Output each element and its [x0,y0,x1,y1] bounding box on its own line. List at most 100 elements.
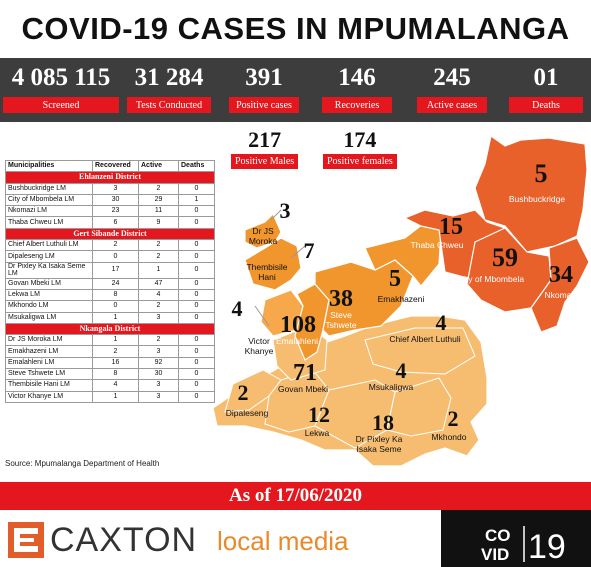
stats-band: 4 085 115 Screened 31 284 Tests Conducte… [0,58,591,122]
badge-text-top: CO [485,526,511,545]
stat-label: Recoveries [322,97,392,113]
cell-municipality: Thaba Chweu LM [5,216,93,229]
region-shape [264,369,330,433]
source-note: Source: Mpumalanga Department of Health [5,459,160,468]
region-name: Emalahleni [276,336,318,346]
cell-active: 4 [138,288,179,302]
table-row: Bushbuckridge LM 3 2 0 [5,182,215,195]
stat-label: Screened [3,97,119,113]
region-value: 2 [238,380,249,405]
positive-females: 174 Positive females [323,128,397,169]
cell-municipality: Dr JS Moroka LM [5,334,93,347]
region-name: Khanye [245,346,274,356]
region-value: 5 [535,159,548,188]
positive-males: 217 Positive Males [231,128,299,169]
region-name: Victor [248,336,270,346]
table-row: Emakhazeni LM 2 3 0 [5,345,215,358]
region-name: Mkhondo [432,432,467,442]
region-name: Dr JS [252,226,274,236]
cell-municipality: Mkhondo LM [5,300,93,313]
leader-line [270,209,282,221]
cell-active: 3 [138,345,179,358]
stat-label: Active cases [417,97,487,113]
cell-deaths: 0 [178,300,215,313]
table-header: Recovered [92,159,139,173]
region-value: 4 [396,358,407,383]
cell-recovered: 2 [92,345,139,358]
cell-municipality: Msukaligwa LM [5,311,93,324]
cell-recovered: 1 [92,311,139,324]
region-shape [474,134,588,253]
caxton-logo-icon [8,522,44,558]
brand-name: CAXTON [50,521,198,559]
badge-text-bottom: VID [481,545,509,564]
table-row: Chief Albert Luthuli LM 2 2 0 [5,239,215,252]
cell-active: 2 [138,239,179,252]
region-value: 4 [436,310,447,335]
region-name: Hani [258,272,276,282]
region-shape [386,377,452,437]
table-row: Emalahleni LM 16 92 0 [5,356,215,370]
cell-active: 29 [138,193,179,207]
cell-active: 2 [138,334,179,347]
footer: CAXTON local media CO VID 19 [0,510,591,567]
region-shape [244,237,302,291]
table-row: Lekwa LM 8 4 0 [5,288,215,302]
cell-recovered: 1 [92,390,139,403]
region-value: 59 [492,243,518,272]
cell-recovered: 24 [92,277,139,290]
cell-recovered: 0 [92,250,139,263]
cell-municipality: Emakhazeni LM [5,345,93,358]
region-name: Tshwete [325,320,356,330]
page-title: COVID-19 CASES IN MPUMALANGA [21,11,570,46]
district-row: Gert Sibande District [5,227,215,241]
district-name: Ehlanzeni District [5,171,215,184]
stat-value: 146 [338,64,376,91]
stat-value: 245 [433,64,471,91]
region-name: Govan Mbeki [278,384,328,394]
cell-recovered: 4 [92,379,139,392]
table-row: Govan Mbeki LM 24 47 0 [5,277,215,290]
cell-recovered: 23 [92,205,139,218]
cell-recovered: 0 [92,300,139,313]
stat-positive: 391 Positive cases [229,58,299,122]
stat-value: 31 284 [134,64,204,91]
cell-active: 2 [138,250,179,263]
cell-municipality: Emalahleni LM [5,356,93,370]
stat-value: 391 [245,64,283,91]
region-shape [244,212,282,249]
district-gert-sibande [212,315,488,467]
stat-active: 245 Active cases [417,58,487,122]
cell-municipality: Victor Khanye LM [5,390,93,403]
region-shape [530,237,590,333]
district-nkangala [244,212,442,361]
females-value: 174 [343,127,377,152]
table-header: Active [138,159,179,173]
cell-active: 3 [138,379,179,392]
region-value: 12 [308,402,330,427]
females-label: Positive females [323,154,397,169]
table-header-row: Municipalities Recovered Active Deaths [5,159,215,173]
region-name: Thaba Chweu [411,240,464,250]
stat-label: Positive cases [229,97,299,113]
region-name: Emakhazeni [378,294,425,304]
table-row: Dr JS Moroka LM 1 2 0 [5,334,215,347]
cell-recovered: 8 [92,288,139,302]
table-row: Thaba Chweu LM 6 9 0 [5,216,215,229]
table-row: Dr Pixley Ka Isaka Seme LM 17 1 0 [5,261,215,279]
brand-subtitle: local media [217,526,349,556]
cell-municipality: Govan Mbeki LM [5,277,93,290]
region-value: 108 [280,312,316,338]
stat-label: Deaths [509,97,583,113]
table-row: City of Mbombela LM 30 29 1 [5,193,215,207]
cell-recovered: 30 [92,193,139,207]
cell-active: 9 [138,216,179,229]
district-name: Nkangala District [5,322,215,336]
as-of-date: As of 17/06/2020 [0,482,591,510]
cell-active: 3 [138,311,179,324]
region-value: 15 [439,214,463,240]
cell-active: 11 [138,205,179,218]
leader-lines [254,209,306,327]
region-value: 3 [280,198,291,223]
table-row: Victor Khanye LM 1 3 0 [5,390,215,403]
